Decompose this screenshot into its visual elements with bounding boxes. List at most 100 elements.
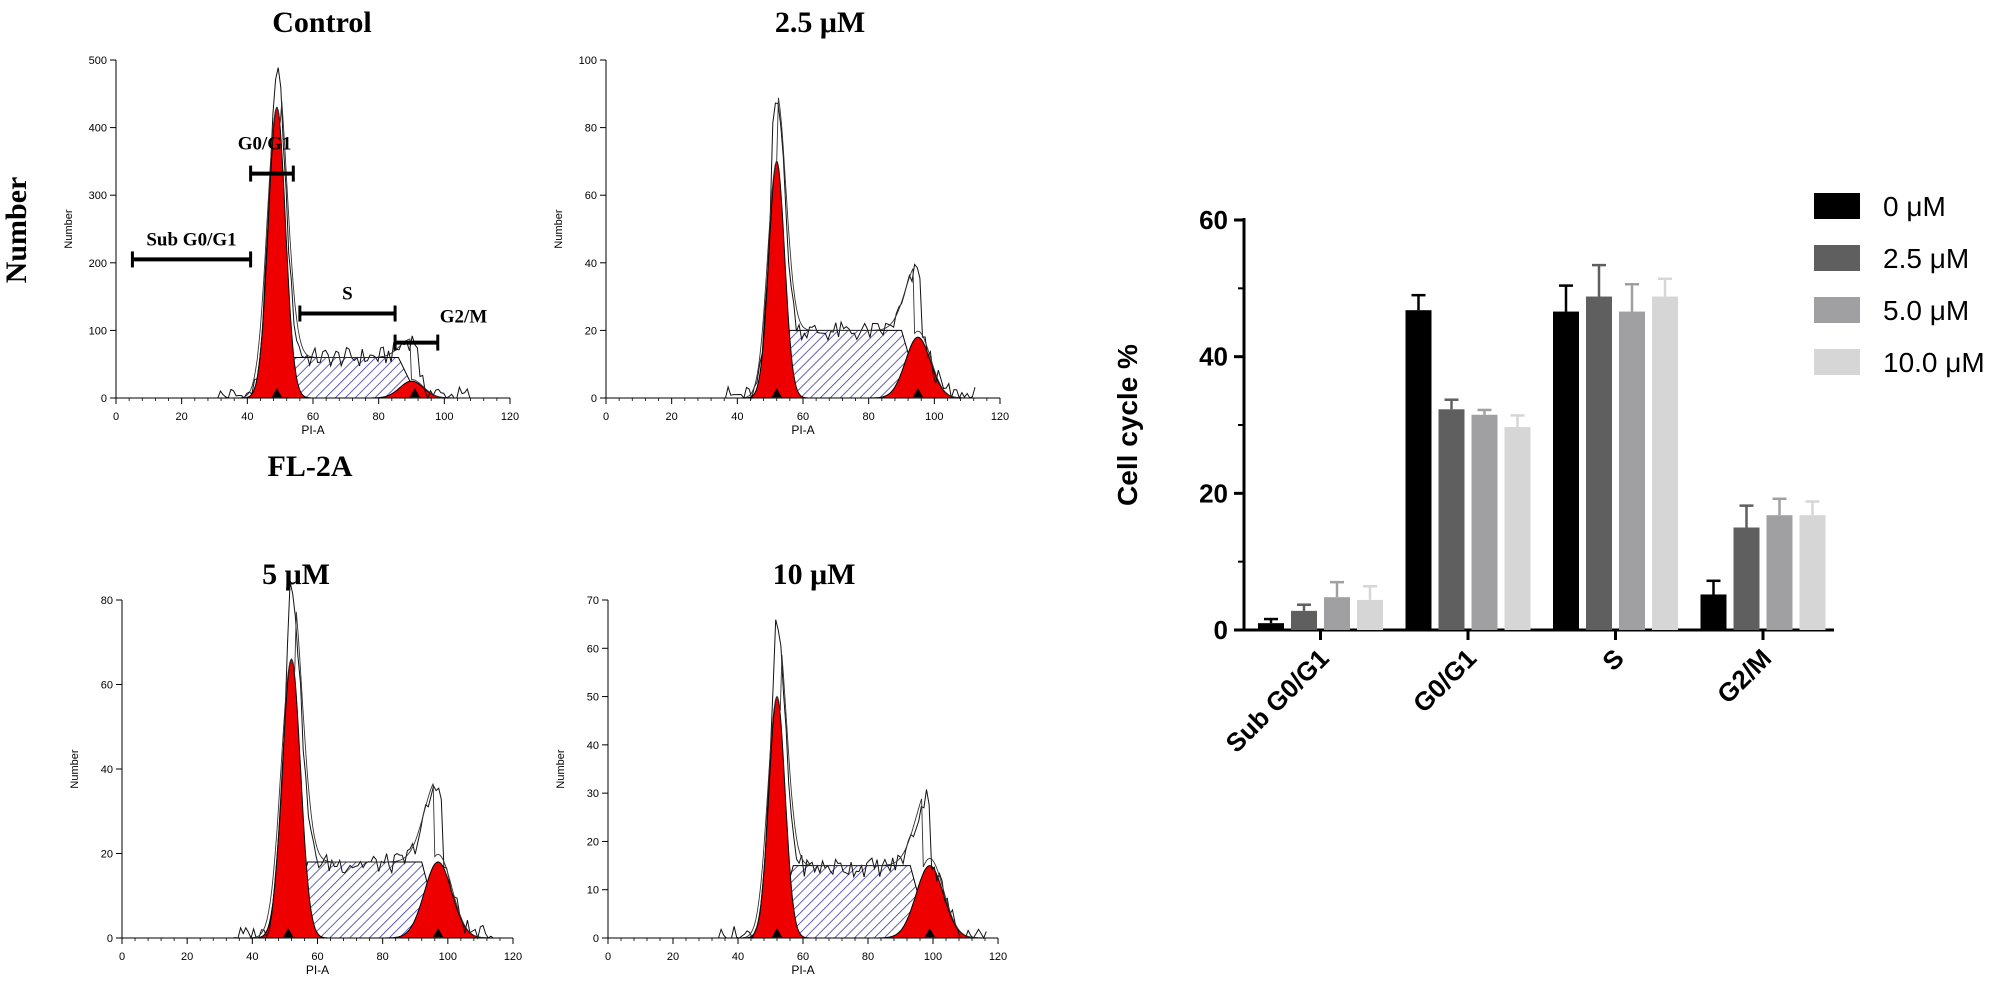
- bar-y-axis-label: Cell cycle %: [1112, 344, 1143, 506]
- bar: [1258, 623, 1284, 630]
- x-tick-label: 120: [504, 951, 522, 963]
- bar: [1553, 311, 1579, 630]
- y-tick-label: 0: [593, 933, 599, 945]
- y-tick-label: 0: [591, 393, 597, 405]
- x-axis-label: PI-A: [306, 963, 329, 977]
- x-tick-label: 80: [377, 951, 389, 963]
- histogram-title: 2.5 μM: [775, 6, 865, 39]
- legend-label: 0 μM: [1883, 191, 1946, 222]
- x-axis-big-label: FL-2A: [268, 450, 353, 483]
- y-tick-label: 70: [587, 595, 599, 607]
- x-tick-label: 20: [181, 951, 193, 963]
- x-tick-label: 20: [667, 951, 679, 963]
- x-tick-label: 40: [241, 411, 253, 423]
- y-axis-label: Number: [555, 749, 567, 788]
- x-tick-label: 80: [862, 951, 874, 963]
- bar: [1291, 610, 1317, 630]
- bar: [1504, 427, 1531, 630]
- bar-category-label: G0/G1: [1407, 643, 1482, 718]
- bar: [1766, 515, 1793, 630]
- y-tick-label: 60: [585, 190, 597, 202]
- x-tick-label: 120: [501, 411, 519, 423]
- bar-y-tick-label: 20: [1199, 478, 1228, 508]
- y-tick-label: 20: [101, 849, 113, 861]
- y-tick-label: 10: [587, 885, 599, 897]
- model-fit-line: [217, 101, 471, 399]
- peak-marker-icon: [924, 928, 935, 937]
- x-tick-label: 40: [246, 951, 258, 963]
- peak-marker-icon: [772, 928, 782, 937]
- y-axis-label: Number: [63, 209, 75, 248]
- bar: [1652, 296, 1678, 630]
- x-tick-label: 80: [863, 411, 875, 423]
- bar-category-label: Sub G0/G1: [1220, 643, 1335, 758]
- y-tick-label: 0: [107, 933, 113, 945]
- x-axis-label: PI-A: [301, 423, 324, 437]
- legend-label: 10.0 μM: [1883, 347, 1985, 378]
- y-tick-label: 500: [89, 55, 107, 67]
- y-tick-label: 200: [89, 258, 107, 270]
- x-tick-label: 0: [603, 411, 609, 423]
- model-fit-line: [717, 97, 977, 399]
- x-tick-label: 20: [666, 411, 678, 423]
- bar: [1799, 515, 1826, 630]
- y-tick-label: 0: [101, 393, 107, 405]
- y-tick-label: 100: [89, 325, 107, 337]
- x-tick-label: 60: [311, 951, 323, 963]
- x-tick-label: 60: [797, 411, 809, 423]
- bar: [1357, 599, 1383, 630]
- x-tick-label: 0: [605, 951, 611, 963]
- bar: [1586, 296, 1612, 630]
- model-fit-line: [232, 611, 497, 939]
- peak-marker-icon: [433, 928, 444, 937]
- histogram-10um: 10 μM 0 20 40 60 80 100 120 0 10 20 30 40 50 60 70 PI-A N…: [555, 558, 1007, 977]
- x-tick-label: 80: [373, 411, 385, 423]
- y-tick-label: 40: [585, 258, 597, 270]
- bar-y-tick-label: 60: [1199, 205, 1228, 235]
- x-tick-label: 40: [731, 411, 743, 423]
- y-tick-label: 40: [587, 740, 599, 752]
- bar-y-tick-label: 0: [1214, 615, 1228, 645]
- histogram-envelope: [217, 67, 471, 400]
- x-tick-label: 100: [439, 951, 457, 963]
- peak-marker-icon: [771, 388, 782, 397]
- x-tick-label: 0: [113, 411, 119, 423]
- y-tick-label: 300: [89, 190, 107, 202]
- histogram-5um: 5 μM 0 20 40 60 80 100 120 0 20 40 60 80 PI-A Number: [69, 558, 522, 977]
- cell-cycle-bar-chart: 0 20 40 60 Cell cycle % Sub G0/G1 G0/G1 S G2/M 0 …: [1112, 191, 1985, 758]
- y-tick-label: 50: [587, 692, 599, 704]
- y-axis-label: Number: [69, 749, 81, 788]
- x-axis-label: PI-A: [791, 423, 814, 437]
- gate-label: Sub G0/G1: [146, 229, 236, 250]
- y-tick-label: 400: [89, 123, 107, 135]
- peak-marker-icon: [409, 388, 420, 397]
- y-tick-label: 60: [587, 643, 599, 655]
- y-axis-big-label: Number: [0, 177, 33, 284]
- bar-category-label: S: [1596, 643, 1629, 676]
- histogram-control: Control 0 20 40 60 80 100 120 0 100 200 300 400 500 PI…: [63, 6, 519, 437]
- peak-marker-icon: [283, 928, 294, 937]
- bar: [1700, 594, 1727, 630]
- histogram-title: Control: [272, 6, 371, 39]
- x-tick-label: 100: [925, 411, 943, 423]
- bar: [1733, 527, 1760, 630]
- y-tick-label: 20: [587, 836, 599, 848]
- peak-marker-icon: [271, 388, 282, 397]
- bar: [1471, 414, 1498, 630]
- legend-label: 2.5 μM: [1883, 243, 1969, 274]
- gate-label: G2/M: [440, 307, 488, 328]
- x-tick-label: 120: [989, 951, 1007, 963]
- model-fit-line: [718, 654, 989, 939]
- x-tick-label: 100: [435, 411, 453, 423]
- legend-label: 5.0 μM: [1883, 295, 1969, 326]
- x-tick-label: 120: [991, 411, 1009, 423]
- y-tick-label: 20: [585, 325, 597, 337]
- y-tick-label: 80: [585, 123, 597, 135]
- legend-swatch: [1814, 245, 1860, 271]
- bar: [1405, 310, 1432, 630]
- legend-swatch: [1814, 349, 1860, 375]
- histogram-title: 5 μM: [262, 558, 330, 591]
- x-tick-label: 0: [119, 951, 125, 963]
- x-tick-label: 40: [732, 951, 744, 963]
